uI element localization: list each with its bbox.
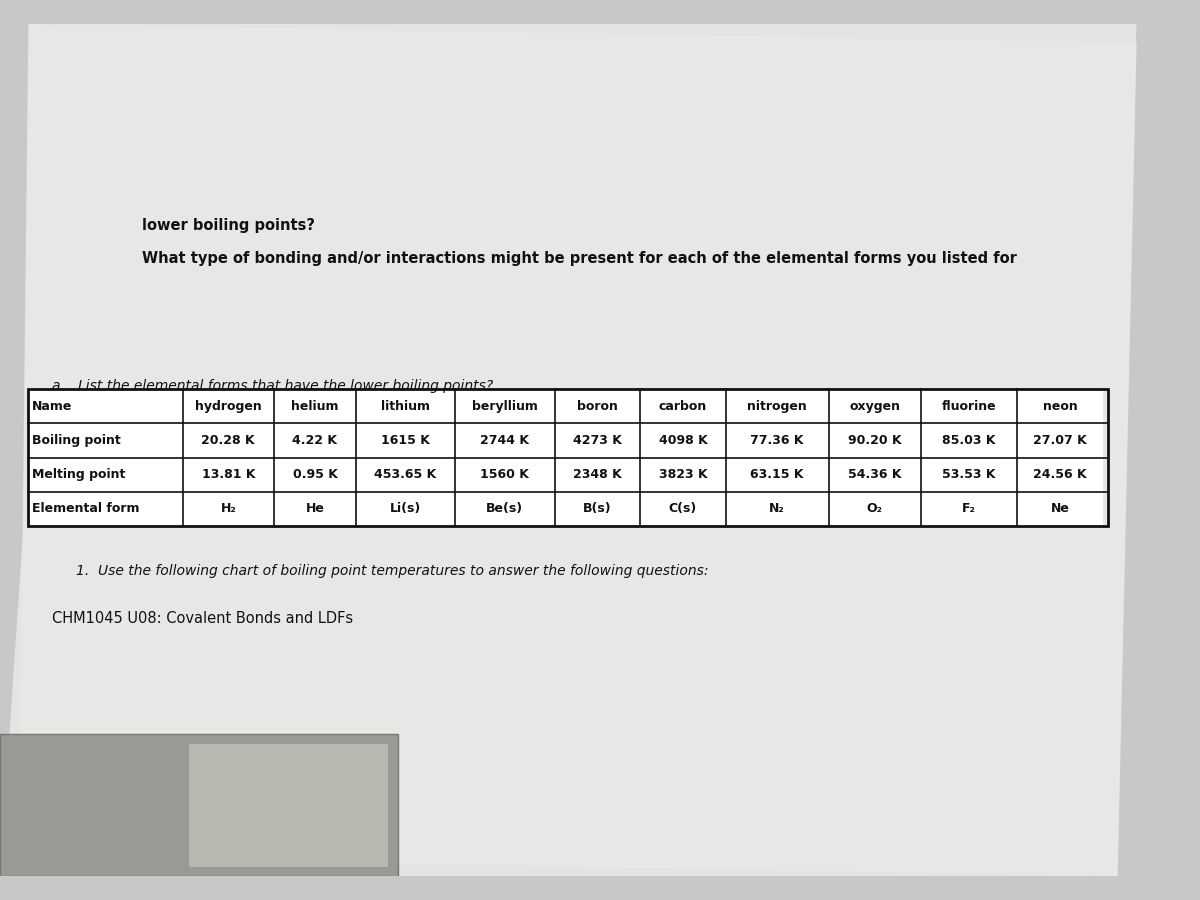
Text: Be(s): Be(s) [486,502,523,515]
FancyBboxPatch shape [455,457,556,491]
Text: 63.15 K: 63.15 K [750,468,804,482]
FancyBboxPatch shape [641,491,726,526]
Text: a.   List the elemental forms that have the lower boiling points?: a. List the elemental forms that have th… [52,379,493,393]
Text: He: He [306,502,324,515]
FancyBboxPatch shape [920,424,1018,457]
FancyBboxPatch shape [1018,390,1103,424]
Text: 0.95 K: 0.95 K [293,468,337,482]
FancyBboxPatch shape [641,457,726,491]
FancyBboxPatch shape [29,390,182,424]
Text: Name: Name [32,400,72,413]
Text: 85.03 K: 85.03 K [942,434,996,447]
FancyBboxPatch shape [829,390,920,424]
Text: nitrogen: nitrogen [748,400,808,413]
FancyBboxPatch shape [556,491,641,526]
Text: 4098 K: 4098 K [659,434,707,447]
Text: carbon: carbon [659,400,707,413]
FancyBboxPatch shape [29,424,182,457]
FancyBboxPatch shape [182,491,274,526]
Text: Li(s): Li(s) [390,502,421,515]
Text: Elemental form: Elemental form [32,502,139,515]
FancyBboxPatch shape [274,424,356,457]
FancyBboxPatch shape [1018,457,1103,491]
FancyBboxPatch shape [726,457,829,491]
FancyBboxPatch shape [641,390,726,424]
FancyBboxPatch shape [182,424,274,457]
FancyBboxPatch shape [29,491,182,526]
Polygon shape [19,23,1136,877]
Text: 77.36 K: 77.36 K [750,434,804,447]
Text: 54.36 K: 54.36 K [848,468,901,482]
Text: 27.07 K: 27.07 K [1033,434,1087,447]
Text: boron: boron [577,400,618,413]
FancyBboxPatch shape [726,390,829,424]
FancyBboxPatch shape [0,734,398,877]
FancyBboxPatch shape [829,424,920,457]
Text: 1560 K: 1560 K [480,468,529,482]
Text: 2744 K: 2744 K [480,434,529,447]
Text: H₂: H₂ [221,502,236,515]
Text: N₂: N₂ [769,502,785,515]
FancyBboxPatch shape [356,390,455,424]
FancyBboxPatch shape [274,390,356,424]
FancyBboxPatch shape [556,390,641,424]
Text: F₂: F₂ [962,502,976,515]
Text: Ne: Ne [1050,502,1069,515]
FancyBboxPatch shape [274,491,356,526]
FancyBboxPatch shape [829,457,920,491]
Text: B(s): B(s) [583,502,612,515]
FancyBboxPatch shape [1018,424,1103,457]
FancyBboxPatch shape [190,743,389,867]
Text: 13.81 K: 13.81 K [202,468,256,482]
Text: lithium: lithium [380,400,430,413]
FancyBboxPatch shape [726,424,829,457]
Text: 3823 K: 3823 K [659,468,707,482]
Text: 2348 K: 2348 K [574,468,622,482]
Text: 90.20 K: 90.20 K [848,434,901,447]
FancyBboxPatch shape [182,390,274,424]
FancyBboxPatch shape [455,424,556,457]
Text: 4273 K: 4273 K [574,434,622,447]
FancyBboxPatch shape [356,457,455,491]
FancyBboxPatch shape [356,424,455,457]
FancyBboxPatch shape [920,457,1018,491]
Text: What type of bonding and/or interactions might be present for each of the elemen: What type of bonding and/or interactions… [142,251,1016,266]
FancyBboxPatch shape [641,424,726,457]
FancyBboxPatch shape [356,491,455,526]
FancyBboxPatch shape [455,491,556,526]
Text: 453.65 K: 453.65 K [374,468,437,482]
FancyBboxPatch shape [182,457,274,491]
Text: helium: helium [292,400,338,413]
Text: beryllium: beryllium [472,400,538,413]
Polygon shape [0,23,1136,877]
FancyBboxPatch shape [829,491,920,526]
Text: 4.22 K: 4.22 K [293,434,337,447]
FancyBboxPatch shape [455,390,556,424]
Text: 53.53 K: 53.53 K [942,468,996,482]
FancyBboxPatch shape [920,390,1018,424]
Text: hydrogen: hydrogen [194,400,262,413]
Text: Melting point: Melting point [32,468,126,482]
Text: O₂: O₂ [866,502,883,515]
FancyBboxPatch shape [556,457,641,491]
Text: oxygen: oxygen [850,400,900,413]
FancyBboxPatch shape [726,491,829,526]
FancyBboxPatch shape [29,457,182,491]
Text: CHM1045 U08: Covalent Bonds and LDFs: CHM1045 U08: Covalent Bonds and LDFs [52,611,353,626]
Text: C(s): C(s) [668,502,697,515]
Text: 1.  Use the following chart of boiling point temperatures to answer the followin: 1. Use the following chart of boiling po… [76,563,708,578]
Text: lower boiling points?: lower boiling points? [142,218,316,233]
FancyBboxPatch shape [1018,491,1103,526]
Text: 24.56 K: 24.56 K [1033,468,1087,482]
Text: neon: neon [1043,400,1078,413]
Text: fluorine: fluorine [942,400,996,413]
FancyBboxPatch shape [920,491,1018,526]
FancyBboxPatch shape [556,424,641,457]
FancyBboxPatch shape [274,457,356,491]
Text: 20.28 K: 20.28 K [202,434,256,447]
Text: Boiling point: Boiling point [32,434,121,447]
Text: 1615 K: 1615 K [380,434,430,447]
